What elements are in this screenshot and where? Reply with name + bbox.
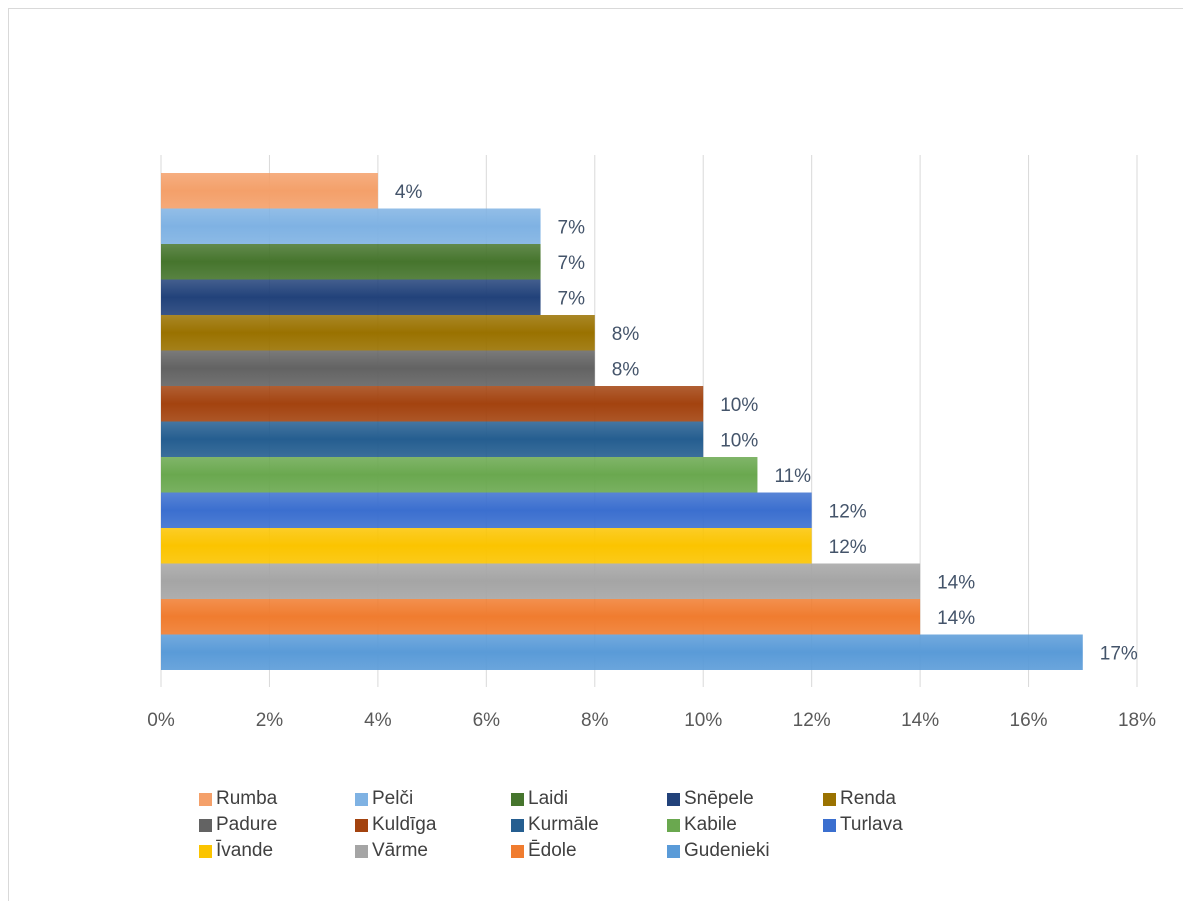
bars	[161, 173, 1083, 670]
x-tick-label: 8%	[581, 710, 609, 731]
legend-row: Rumba Pelči Laidi Snēpele Renda	[199, 786, 1059, 812]
legend-label: Kuldīga	[372, 814, 437, 835]
legend-swatch	[511, 818, 524, 832]
legend-item: Īvande	[199, 840, 355, 862]
legend-swatch	[355, 792, 368, 806]
legend-swatch	[667, 792, 680, 806]
legend-swatch	[355, 818, 368, 832]
data-label: 8%	[612, 359, 640, 380]
legend-swatch	[199, 844, 212, 858]
bar-vārme	[161, 563, 921, 599]
legend-item: Kurmāle	[511, 814, 667, 836]
bar-laidi	[161, 244, 541, 280]
legend-item: Vārme	[355, 840, 511, 862]
x-tick-label: 14%	[901, 710, 939, 731]
legend-label: Rumba	[216, 788, 278, 809]
data-label: 10%	[720, 430, 758, 451]
bar-īvande	[161, 528, 812, 564]
legend-item: Turlava	[823, 814, 979, 836]
legend-item: Ēdole	[511, 840, 667, 862]
data-labels: 4% 7% 7% 7% 8% 8% 10% 10% 11% 12% 12% 14% 14% 17%	[395, 182, 1138, 665]
legend-swatch	[199, 818, 212, 832]
bar-kurmāle	[161, 421, 704, 457]
legend-label: Padure	[216, 814, 278, 835]
legend: Rumba Pelči Laidi Snēpele Renda Padure Kuldīga…	[199, 786, 1059, 864]
legend-label: Kurmāle	[528, 814, 599, 835]
x-tick-label: 2%	[256, 710, 284, 731]
legend-swatch	[667, 844, 680, 858]
legend-label: Laidi	[528, 788, 569, 809]
legend-item: Gudenieki	[667, 840, 823, 862]
legend-item: Laidi	[511, 788, 667, 810]
bar-kuldīga	[161, 386, 704, 422]
x-tick-label: 4%	[364, 710, 392, 731]
x-tick-label: 12%	[793, 710, 831, 731]
legend-item: Renda	[823, 788, 979, 810]
data-label: 14%	[937, 572, 975, 593]
x-tick-label: 18%	[1118, 710, 1156, 731]
data-label: 17%	[1100, 643, 1138, 664]
legend-label: Gudenieki	[684, 840, 770, 861]
data-label: 8%	[612, 324, 640, 345]
bar-renda	[161, 315, 595, 351]
legend-item: Rumba	[199, 788, 355, 810]
data-label: 7%	[558, 253, 586, 274]
data-label: 11%	[774, 466, 811, 487]
legend-row: Padure Kuldīga Kurmāle Kabile Turlava	[199, 812, 1059, 838]
bar-pelči	[161, 208, 541, 244]
legend-label: Renda	[840, 788, 896, 809]
legend-item: Padure	[199, 814, 355, 836]
bar-padure	[161, 350, 595, 386]
x-tick-label: 6%	[473, 710, 501, 731]
legend-swatch	[823, 818, 836, 832]
data-label: 12%	[829, 537, 867, 558]
legend-swatch	[667, 818, 680, 832]
data-label: 12%	[829, 501, 867, 522]
x-axis-ticks: 0% 2% 4% 6% 8% 10% 12% 14% 16% 18%	[147, 710, 1156, 731]
bar-turlava	[161, 492, 812, 528]
data-label: 10%	[720, 395, 758, 416]
legend-item: Snēpele	[667, 788, 823, 810]
legend-swatch	[199, 792, 212, 806]
legend-swatch	[511, 844, 524, 858]
chart-frame	[8, 8, 1183, 901]
legend-item: Kuldīga	[355, 814, 511, 836]
legend-row: Īvande Vārme Ēdole Gudenieki	[199, 838, 1059, 864]
legend-label: Snēpele	[684, 788, 754, 809]
data-label: 7%	[558, 288, 586, 309]
legend-item: Pelči	[355, 788, 511, 810]
legend-swatch	[823, 792, 836, 806]
bar-snēpele	[161, 279, 541, 315]
legend-label: Turlava	[840, 814, 903, 835]
bar-rumba	[161, 173, 378, 209]
data-label: 4%	[395, 182, 423, 203]
legend-swatch	[511, 792, 524, 806]
data-label: 14%	[937, 608, 975, 629]
legend-label: Pelči	[372, 788, 414, 809]
legend-label: Ēdole	[528, 840, 577, 861]
data-label: 7%	[558, 217, 586, 238]
legend-label: Kabile	[684, 814, 737, 835]
bar-gudenieki	[161, 634, 1083, 670]
x-tick-label: 16%	[1010, 710, 1048, 731]
x-tick-label: 10%	[684, 710, 722, 731]
legend-item: Kabile	[667, 814, 823, 836]
legend-label: Vārme	[372, 840, 428, 861]
legend-swatch	[355, 844, 368, 858]
legend-label: Īvande	[216, 840, 274, 861]
bar-ēdole	[161, 599, 921, 635]
bar-kabile	[161, 457, 758, 493]
x-tick-label: 0%	[147, 710, 175, 731]
